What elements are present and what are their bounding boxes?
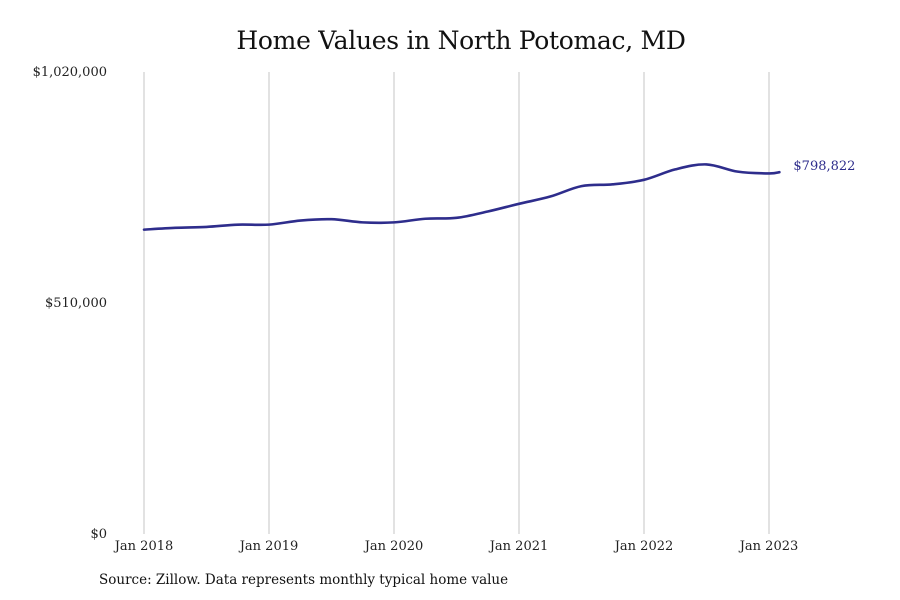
source-note: Source: Zillow. Data represents monthly … [99, 572, 509, 588]
series-end-value-label: $798,822 [793, 159, 855, 174]
x-tick-label: Jan 2022 [613, 539, 674, 554]
x-tick-label: Jan 2019 [238, 539, 299, 554]
x-tick-label: Jan 2018 [113, 539, 174, 554]
series-line [142, 163, 781, 231]
y-axis-tick-labels: $0 $510,000 $1,020,000 [33, 65, 107, 542]
chart-title: Home Values in North Potomac, MD [236, 26, 686, 55]
y-tick-label: $1,020,000 [33, 65, 107, 80]
y-tick-label: $0 [90, 527, 107, 542]
x-tick-label: Jan 2021 [488, 539, 549, 554]
y-tick-label: $510,000 [45, 296, 107, 311]
x-axis-tick-labels: Jan 2018 Jan 2019 Jan 2020 Jan 2021 Jan 2022… [113, 539, 799, 554]
x-tick-label: Jan 2020 [363, 539, 424, 554]
series-layer [142, 163, 781, 231]
vertical-gridlines [143, 72, 770, 534]
end-label-layer: $798,822 [793, 159, 855, 174]
x-tick-label: Jan 2023 [738, 539, 799, 554]
